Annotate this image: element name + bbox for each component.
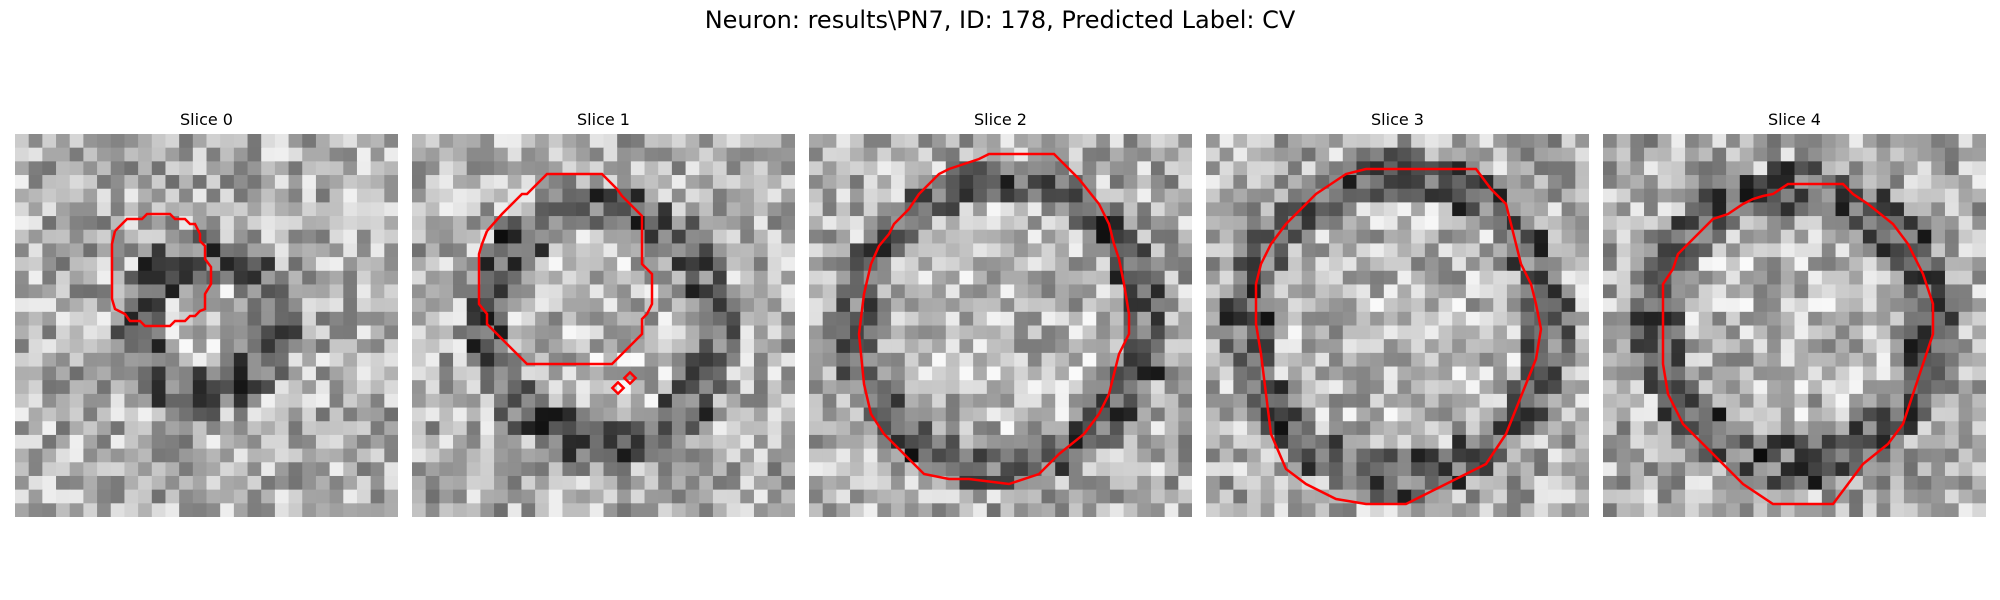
slice-4-pixels <box>1603 134 1986 517</box>
slice-0-image <box>15 134 398 517</box>
slice-2-pixels <box>809 134 1192 517</box>
slice-4-image <box>1603 134 1986 517</box>
slice-2-image <box>809 134 1192 517</box>
slice-0-pixels <box>15 134 398 517</box>
slice-1-image <box>412 134 795 517</box>
slice-4-title: Slice 4 <box>1768 110 1821 129</box>
figure-title: Neuron: results\PN7, ID: 178, Predicted … <box>704 6 1296 34</box>
slice-2-title: Slice 2 <box>974 110 1027 129</box>
slice-0-contour <box>110 212 213 328</box>
slice-1-contour <box>477 172 654 366</box>
slice-4-contour <box>1661 182 1935 506</box>
slice-3-title: Slice 3 <box>1371 110 1424 129</box>
slice-3-image <box>1206 134 1589 517</box>
slice-2-contour <box>857 152 1131 486</box>
slice-3-pixels <box>1206 134 1589 517</box>
slice-3-contour <box>1254 167 1543 506</box>
slice-1-contour-marker <box>622 370 638 386</box>
slice-0-title: Slice 0 <box>180 110 233 129</box>
slice-1-contour-marker <box>610 380 626 396</box>
slice-1-pixels <box>412 134 795 517</box>
slice-1-title: Slice 1 <box>577 110 630 129</box>
